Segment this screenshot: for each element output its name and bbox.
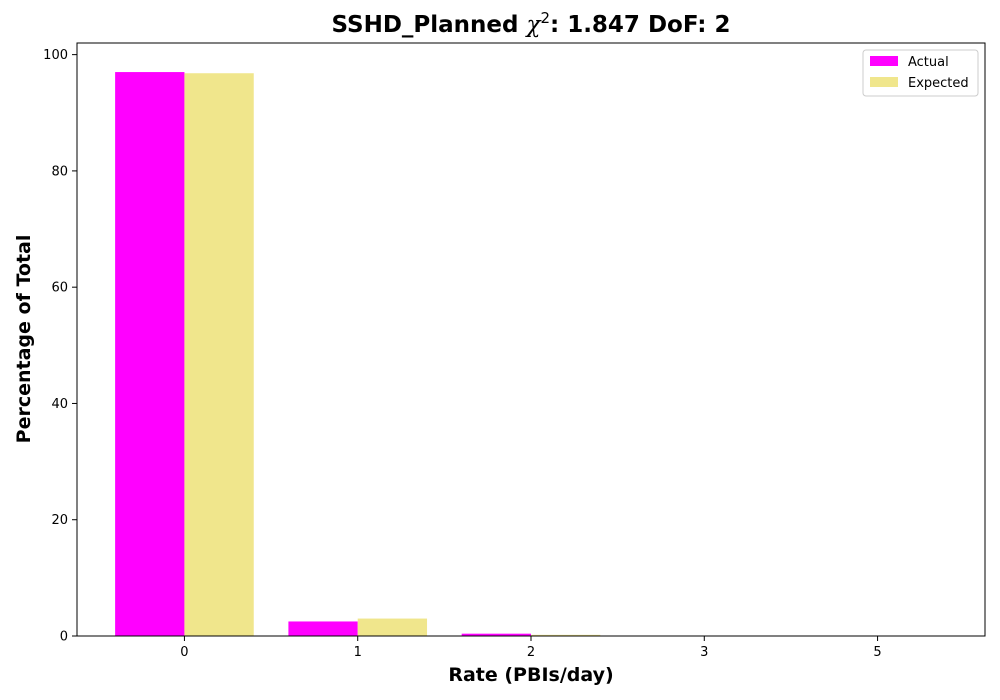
y-axis: 0 20 40 60 80 100 — [43, 48, 77, 645]
y-tick-label: 100 — [43, 48, 68, 63]
y-tick-label: 80 — [51, 164, 68, 179]
legend-label-actual: Actual — [908, 55, 949, 70]
bars — [115, 72, 878, 637]
y-tick-label: 60 — [51, 281, 68, 296]
y-tick-label: 20 — [51, 513, 68, 528]
bar-expected-1 — [357, 618, 428, 636]
y-tick-label: 0 — [60, 630, 68, 645]
x-tick-label: 2 — [527, 645, 535, 660]
bar-expected-2 — [531, 634, 601, 636]
y-tick-label: 40 — [51, 397, 68, 412]
bar-actual-2 — [461, 633, 531, 636]
legend-swatch-expected — [870, 77, 898, 87]
y-axis-label: Percentage of Total — [13, 235, 35, 444]
bar-actual-0 — [115, 72, 185, 637]
legend-label-expected: Expected — [908, 76, 969, 91]
x-axis: 0 1 2 3 5 — [180, 636, 882, 660]
x-tick-label: 5 — [873, 645, 881, 660]
x-tick-label: 3 — [700, 645, 708, 660]
bar-actual-1 — [288, 621, 358, 636]
legend: Actual Expected — [862, 49, 979, 97]
x-tick-label: 1 — [354, 645, 362, 660]
x-axis-label: Rate (PBIs/day) — [448, 664, 613, 686]
chart-title: SSHD_Planned χ2: 1.847 DoF: 2 — [331, 9, 730, 38]
legend-swatch-actual — [870, 56, 898, 66]
bar-expected-0 — [184, 73, 254, 636]
x-tick-label: 0 — [180, 645, 188, 660]
